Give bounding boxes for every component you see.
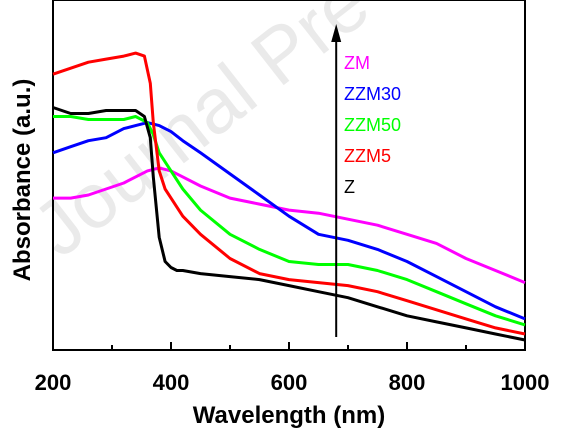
series-line-zzm50: [53, 115, 526, 327]
legend-label-zzm5: ZZM5: [344, 146, 391, 166]
arrow-head-icon: [331, 24, 342, 42]
series-line-z: [52, 106, 526, 342]
legend: ZM ZZM30 ZZM50 ZZM5 Z: [344, 53, 401, 197]
legend-label-zm: ZM: [344, 53, 370, 73]
x-ticks: 200 400 600 800 1000: [35, 342, 550, 395]
x-tick-label-1000: 1000: [501, 370, 550, 395]
y-axis-title: Absorbance (a.u.): [9, 79, 36, 282]
x-tick-label-600: 600: [271, 370, 308, 395]
legend-label-zzm50: ZZM50: [344, 115, 401, 135]
x-axis-title: Wavelength (nm): [193, 402, 385, 429]
legend-label-zzm30: ZZM30: [344, 84, 401, 104]
series-line-zzm30: [52, 121, 526, 321]
x-tick-label-800: 800: [389, 370, 426, 395]
series-line-zzm5: [52, 51, 526, 336]
series-layer: [52, 51, 526, 342]
x-tick-label-200: 200: [35, 370, 72, 395]
x-tick-label-400: 400: [153, 370, 190, 395]
series-line-zm: [53, 166, 526, 284]
legend-label-z: Z: [344, 177, 355, 197]
increase-arrow: [331, 24, 342, 337]
